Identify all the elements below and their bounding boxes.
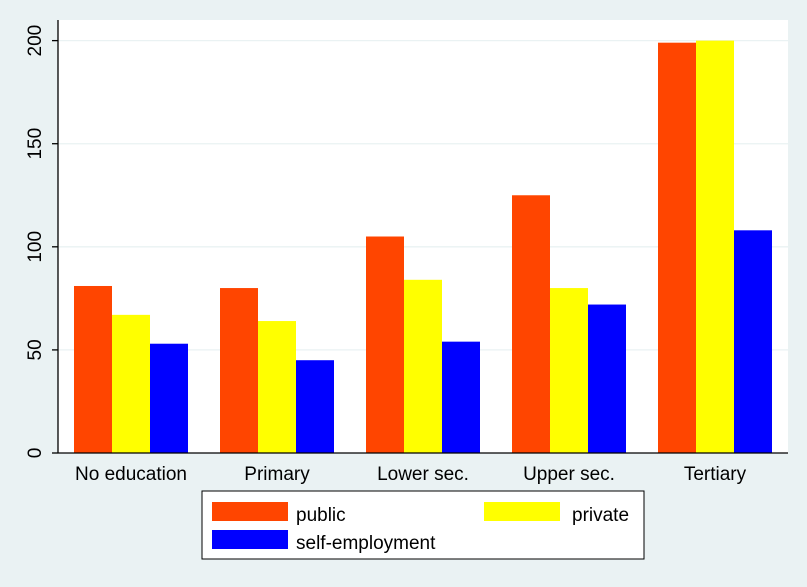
bar-public-4: [658, 42, 696, 453]
legend-label-private: private: [572, 505, 629, 526]
x-tick-labels: No education Primary Lower sec. Upper sec. T…: [75, 464, 747, 485]
legend: public private self-employment: [201, 490, 645, 560]
legend-swatch-private: [484, 502, 560, 521]
legend-label-public: public: [296, 505, 346, 526]
legend-swatch-self-employment: [212, 530, 288, 549]
bar-self-employment-1: [296, 360, 334, 453]
x-tick-label: Upper sec.: [523, 464, 615, 485]
bar-private-1: [258, 321, 296, 453]
x-tick-label: Primary: [244, 464, 310, 485]
y-tick-label: 100: [25, 231, 46, 263]
y-tick-label: 200: [25, 25, 46, 57]
x-tick-label: No education: [75, 464, 187, 485]
bar-public-2: [366, 236, 404, 453]
bar-private-3: [550, 288, 588, 453]
bar-private-2: [404, 279, 442, 453]
bar-private-4: [696, 40, 734, 453]
legend-label-self-employment: self-employment: [296, 533, 436, 554]
bar-public-1: [220, 288, 258, 453]
bar-self-employment-2: [442, 341, 480, 453]
bar-public-0: [74, 285, 112, 453]
bar-self-employment-3: [588, 304, 626, 453]
x-tick-label: Lower sec.: [377, 464, 469, 485]
x-tick-label: Tertiary: [684, 464, 747, 485]
bars: [74, 40, 772, 453]
bar-private-0: [112, 314, 150, 453]
y-tick-label: 150: [25, 128, 46, 160]
bar-self-employment-4: [734, 230, 772, 453]
axes: [52, 20, 788, 454]
legend-swatch-public: [212, 502, 288, 521]
bar-public-3: [512, 195, 550, 453]
y-tick-labels: 0 50 100 150 200: [25, 25, 46, 459]
y-tick-label: 0: [25, 448, 46, 459]
bar-self-employment-0: [150, 343, 188, 453]
y-tick-label: 50: [25, 339, 46, 360]
